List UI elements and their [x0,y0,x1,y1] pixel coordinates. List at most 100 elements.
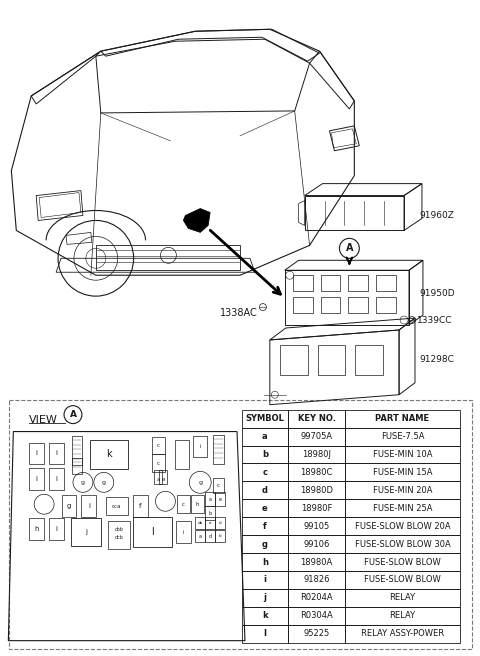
Bar [176,521,191,543]
Text: i: i [55,476,57,482]
Text: 18980J: 18980J [302,450,331,459]
Bar [346,499,460,517]
Bar [90,440,128,470]
Text: i: i [88,503,90,509]
Text: 99106: 99106 [303,540,330,548]
Bar [242,482,288,499]
Text: 95225: 95225 [303,629,330,638]
Bar [346,571,460,589]
Bar [346,607,460,625]
Text: 18980F: 18980F [301,504,332,513]
Bar [346,482,460,499]
Text: i: i [264,575,266,584]
Bar [242,463,288,482]
Text: 91826: 91826 [303,575,330,584]
Bar [346,409,460,428]
Text: i: i [55,526,57,532]
Bar [242,499,288,517]
Text: RELAY: RELAY [389,611,416,621]
Bar [242,553,288,571]
Text: f: f [263,522,267,531]
Bar [195,530,205,542]
Bar [191,495,204,513]
Bar [346,589,460,607]
Bar [242,409,288,428]
Text: g: g [198,480,202,485]
Bar [242,571,288,589]
Bar [48,518,63,540]
Bar [288,571,346,589]
Bar [29,518,44,540]
Bar [205,530,215,542]
Bar [48,443,63,464]
Text: VIEW: VIEW [29,415,58,424]
Bar [205,517,215,529]
Text: g: g [67,503,71,509]
Text: FUSE-7.5A: FUSE-7.5A [381,432,424,441]
Bar [242,517,288,535]
Text: i: i [35,451,37,457]
Text: R0304A: R0304A [300,611,333,621]
Bar [242,535,288,553]
Bar [213,478,224,493]
Text: A: A [346,243,353,253]
Bar [355,345,383,375]
Bar [346,553,460,571]
Bar [9,400,472,649]
Bar [318,345,346,375]
Bar [71,518,101,546]
Bar [29,443,44,464]
Text: FUSE-MIN 15A: FUSE-MIN 15A [373,468,432,477]
Text: FUSE-SLOW BLOW 30A: FUSE-SLOW BLOW 30A [355,540,450,548]
Text: g: g [81,480,85,485]
Text: i: i [35,476,37,482]
Bar [346,445,460,463]
Bar [346,535,460,553]
Text: c: c [263,468,267,477]
Text: R0204A: R0204A [300,594,333,602]
Bar [288,463,346,482]
Bar [346,428,460,445]
Bar [133,495,148,517]
Bar [242,428,288,445]
Text: b: b [262,450,268,459]
Text: g: g [262,540,268,548]
Bar [348,297,368,313]
Bar [288,499,346,517]
Text: KEY NO.: KEY NO. [298,414,336,423]
Bar [288,428,346,445]
Bar [152,455,165,472]
Text: c: c [182,502,185,506]
Text: 18980A: 18980A [300,558,333,567]
Bar [288,517,346,535]
Bar [288,589,346,607]
Bar [215,530,225,542]
Bar [288,607,346,625]
Text: d: d [209,533,212,539]
Text: k: k [106,449,111,459]
Bar [288,445,346,463]
Bar [293,297,312,313]
Text: e: e [162,477,165,482]
Text: FUSE-MIN 20A: FUSE-MIN 20A [373,486,432,495]
Text: 18980D: 18980D [300,486,333,495]
Text: i: i [55,451,57,457]
Bar [72,459,82,474]
Text: i: i [182,529,184,535]
Text: a: a [199,533,202,539]
Text: 1338AC: 1338AC [220,308,258,318]
Text: RELAY ASSY-POWER: RELAY ASSY-POWER [361,629,444,638]
Text: a: a [209,497,212,502]
Text: i: i [200,444,201,449]
Text: 1339CC: 1339CC [417,316,453,325]
Text: c: c [157,443,160,448]
Text: a: a [157,477,160,482]
Text: 18980C: 18980C [300,468,333,477]
Bar [193,436,207,457]
Bar [376,297,396,313]
Bar [348,276,368,291]
Bar [177,495,190,513]
Bar [152,436,165,455]
Bar [288,625,346,643]
Bar [215,492,225,506]
